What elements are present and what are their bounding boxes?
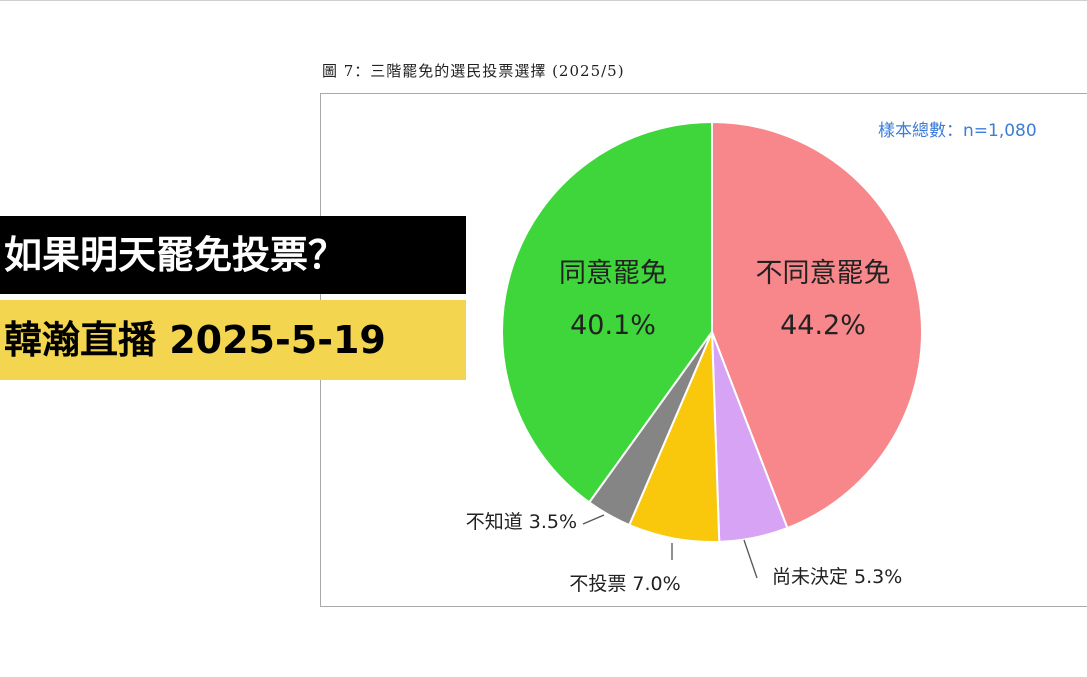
top-border	[0, 0, 1087, 1]
sample-size-note: 樣本總數：n=1,080	[878, 121, 1037, 141]
title-banner: 如果明天罷免投票？	[0, 216, 466, 294]
subtitle-banner: 韓瀚直播 2025-5-19	[0, 300, 466, 380]
figure-caption: 圖 7：三階罷免的選民投票選擇 (2025/5)	[322, 62, 625, 80]
